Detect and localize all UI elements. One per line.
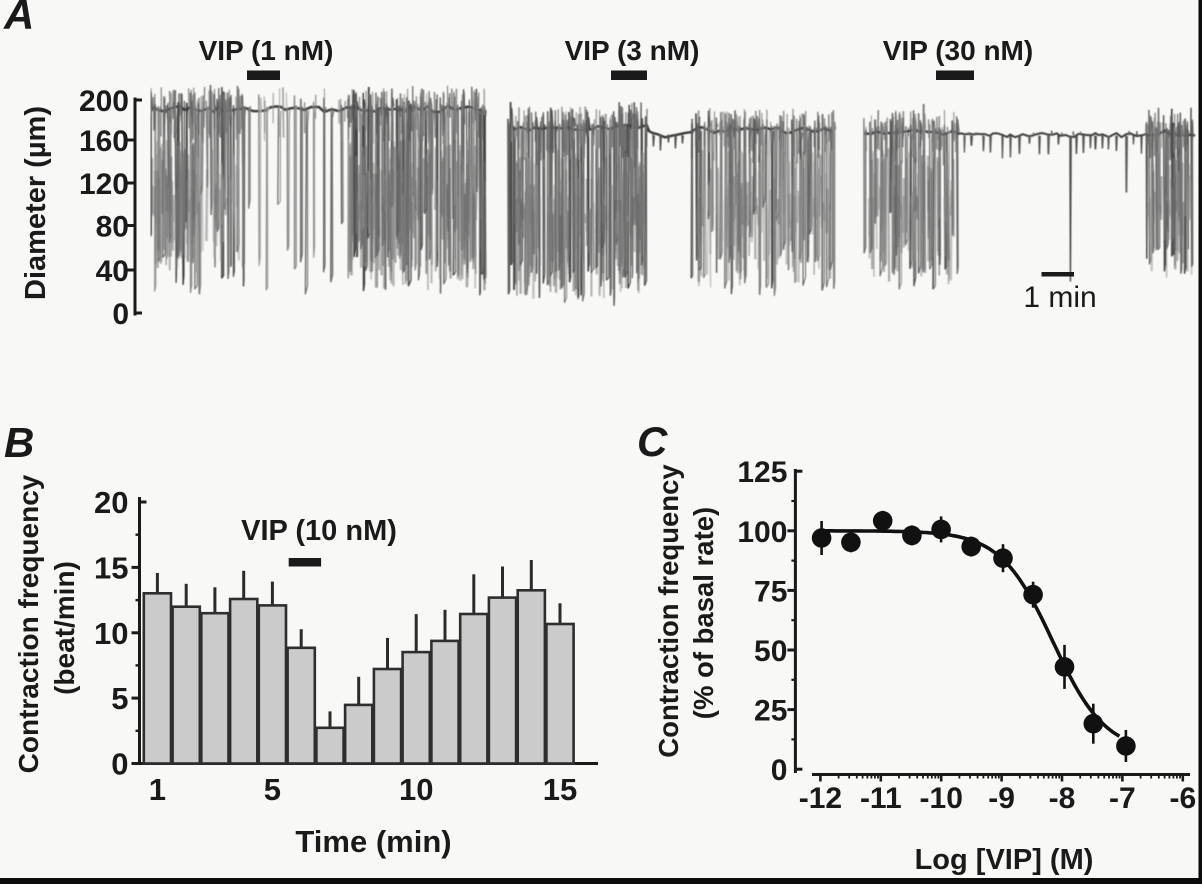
svg-text:VIP (30 nM): VIP (30 nM) [883, 35, 1033, 66]
svg-text:-12: -12 [799, 782, 842, 815]
svg-text:VIP (1 nM): VIP (1 nM) [199, 35, 334, 66]
svg-text:0: 0 [771, 754, 788, 787]
svg-text:-10: -10 [920, 782, 963, 815]
svg-text:50: 50 [754, 635, 787, 668]
svg-text:1: 1 [149, 772, 166, 807]
svg-text:100: 100 [737, 516, 787, 549]
svg-text:40: 40 [96, 255, 129, 288]
svg-text:Contraction frequency: Contraction frequency [653, 464, 684, 758]
svg-text:VIP (10 nM): VIP (10 nM) [241, 515, 397, 547]
svg-text:Contraction frequency: Contraction frequency [13, 474, 44, 773]
svg-text:-9: -9 [988, 782, 1015, 815]
svg-text:A: A [3, 0, 34, 38]
svg-text:VIP (3 nM): VIP (3 nM) [565, 35, 700, 66]
svg-text:-8: -8 [1049, 782, 1076, 815]
svg-text:5: 5 [111, 681, 128, 716]
svg-text:25: 25 [754, 695, 787, 728]
svg-text:(% of basal rate): (% of basal rate) [688, 507, 719, 719]
svg-text:80: 80 [96, 211, 129, 244]
svg-text:0: 0 [111, 747, 128, 782]
svg-text:B: B [4, 419, 34, 466]
svg-text:10: 10 [94, 616, 128, 651]
svg-text:0: 0 [112, 298, 129, 331]
svg-text:125: 125 [737, 456, 787, 489]
svg-text:C: C [637, 418, 668, 465]
svg-text:20: 20 [94, 485, 128, 520]
svg-text:-11: -11 [860, 782, 902, 815]
svg-text:15: 15 [94, 550, 128, 585]
svg-text:15: 15 [543, 772, 577, 807]
svg-text:-7: -7 [1109, 782, 1136, 815]
svg-text:10: 10 [399, 772, 433, 807]
svg-text:Log [VIP] (M): Log [VIP] (M) [915, 844, 1094, 876]
svg-text:120: 120 [79, 168, 129, 201]
svg-text:1 min: 1 min [1023, 281, 1096, 314]
svg-text:Diameter (µm): Diameter (µm) [20, 106, 52, 300]
svg-text:160: 160 [79, 125, 129, 158]
svg-text:5: 5 [264, 772, 281, 807]
svg-text:75: 75 [754, 575, 787, 608]
svg-text:200: 200 [79, 85, 129, 118]
svg-text:-6: -6 [1169, 782, 1196, 815]
svg-text:(beat/min): (beat/min) [49, 561, 80, 695]
svg-text:Time (min): Time (min) [295, 824, 451, 859]
